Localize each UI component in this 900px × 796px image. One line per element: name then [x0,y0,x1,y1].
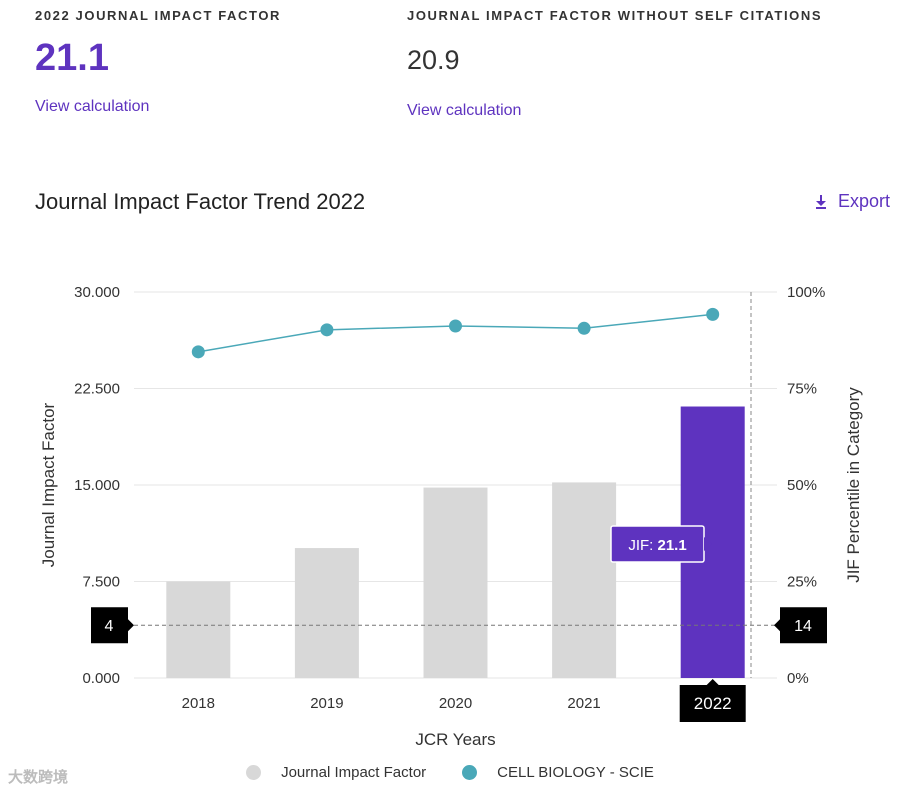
y2-tick-label: 50% [787,477,817,494]
x-tick-label-2019: 2019 [310,695,343,712]
reference-left-pointer [128,619,134,632]
jif-tooltip-label: JIF: [628,537,657,554]
jif-bar-2020 [423,487,488,678]
y2-tick-label: 25% [787,574,817,591]
category-point-2020 [449,319,462,333]
y-tick-label: 15.000 [74,477,120,494]
category-point-2018 [191,345,205,359]
x-tick-label-2020: 2020 [439,695,472,712]
x-label-highlight-pointer [706,679,719,685]
trend-title: Journal Impact Factor Trend 2022 [35,189,366,214]
y-tick-label: 22.500 [74,381,120,398]
export-label: Export [837,191,890,211]
y-tick-label: 7.500 [82,574,120,591]
y2-tick-label: 75% [787,381,817,398]
y-axis-title: Journal Impact Factor [39,402,58,567]
jif-tooltip-value: 21.1 [657,537,686,554]
jif-label: 2022 JOURNAL IMPACT FACTOR [35,8,282,23]
jif-no-self-view-calculation-link[interactable]: View calculation [407,102,522,119]
reference-right-badge [780,607,827,644]
x-tick-label-2018: 2018 [182,695,215,712]
reference-right-pointer [774,619,780,632]
y-tick-label: 0.000 [82,670,120,687]
legend-swatch-jif [246,765,262,780]
legend-label-category: CELL BIOLOGY - SCIE [497,764,654,781]
legend-item-category[interactable]: CELL BIOLOGY - SCIE [462,764,654,781]
reference-left-label: 4 [105,618,114,635]
export-button[interactable]: Export [814,191,890,212]
jif-no-self-metric: JOURNAL IMPACT FACTOR WITHOUT SELF CITAT… [407,8,822,120]
jif-view-calculation-link[interactable]: View calculation [35,98,150,115]
jif-no-self-label: JOURNAL IMPACT FACTOR WITHOUT SELF CITAT… [407,8,823,23]
legend-swatch-category [462,765,478,780]
y2-axis-title: JIF Percentile in Category [844,387,863,583]
reference-left-badge [91,607,128,644]
chart-legend: Journal Impact Factor CELL BIOLOGY - SCI… [0,764,900,781]
jif-tooltip-text: JIF: 21.1 [628,537,686,554]
category-point-2021 [577,321,591,335]
jif-bar-2018 [166,581,231,678]
x-label-highlight-box [679,685,746,722]
y2-tick-label: 0% [787,670,809,687]
jif-no-self-value: 20.9 [407,45,460,75]
jif-bar-2021 [552,482,617,678]
download-icon [814,194,828,210]
legend-item-jif[interactable]: Journal Impact Factor [246,764,426,781]
category-point-2019 [320,323,334,337]
category-point-2022 [706,307,720,321]
legend-label-jif: Journal Impact Factor [281,764,427,781]
x-tick-label-2022: 2022 [694,694,732,713]
reference-right-label: 14 [794,618,812,635]
jif-tooltip-pointer [704,537,712,551]
jif-value: 21.1 [35,37,109,79]
x-tick-label-2021: 2021 [567,695,600,712]
jif-bar-2019 [294,548,359,678]
watermark: 大数跨境 [8,769,69,786]
y-tick-label: 30.000 [74,284,120,301]
y2-tick-label: 100% [787,284,825,301]
x-axis-title: JCR Years [415,730,495,749]
jif-metric: 2022 JOURNAL IMPACT FACTOR 21.1 View cal… [35,8,281,116]
